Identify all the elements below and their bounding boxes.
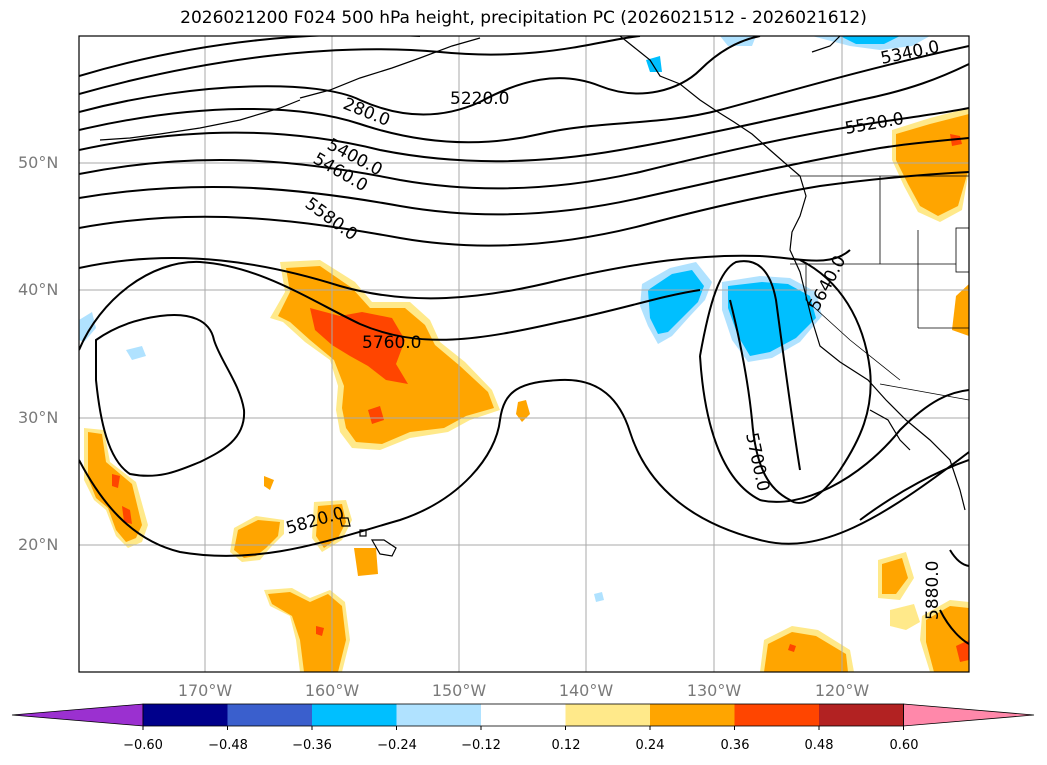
lon-label-170w: 170°W bbox=[177, 681, 233, 700]
colorbar-segment bbox=[565, 704, 651, 726]
colorbar-tick-label: 0.12 bbox=[551, 738, 581, 753]
contour-label: 5760.0 bbox=[362, 333, 421, 353]
contour-label: 5700.0 bbox=[741, 431, 773, 493]
lon-label-160w: 160°W bbox=[304, 681, 360, 700]
colorbar-segment bbox=[143, 704, 228, 726]
colorbar-segment bbox=[312, 704, 397, 726]
colorbar-extend-max bbox=[903, 703, 1035, 727]
colorbar-tick-label: −0.60 bbox=[123, 738, 163, 753]
colorbar-segment bbox=[396, 704, 482, 726]
contour-label: 5220.0 bbox=[450, 89, 509, 109]
colorbar-tick-label: −0.24 bbox=[377, 738, 417, 753]
lon-label-130w: 130°W bbox=[686, 681, 742, 700]
colorbar-segment bbox=[650, 704, 735, 726]
colorbar-tick-label: −0.48 bbox=[208, 738, 248, 753]
precip-negative-shading bbox=[79, 36, 930, 602]
precip-positive-shading bbox=[84, 108, 969, 672]
colorbar-segment bbox=[819, 704, 904, 726]
contour-label: 5880.0 bbox=[923, 561, 943, 620]
contour-label: 5640.0 bbox=[805, 252, 851, 314]
colorbar-tick-label: −0.12 bbox=[461, 738, 501, 753]
lat-label-20n: 20°N bbox=[18, 535, 59, 554]
colorbar-tick-label: 0.36 bbox=[720, 738, 750, 753]
colorbar-tick-label: 0.48 bbox=[804, 738, 834, 753]
graticule bbox=[79, 36, 969, 672]
colorbar-tick-label: 0.24 bbox=[635, 738, 665, 753]
colorbar-tick-label: 0.60 bbox=[889, 738, 919, 753]
contour-label: 5580.0 bbox=[301, 194, 361, 245]
lat-label-50n: 50°N bbox=[18, 153, 59, 172]
lon-label-120w: 120°W bbox=[814, 681, 870, 700]
colorbar-segment bbox=[734, 704, 820, 726]
colorbar-extend-min bbox=[11, 703, 144, 727]
lat-label-30n: 30°N bbox=[18, 408, 59, 427]
colorbar-segment bbox=[481, 704, 566, 726]
height-contours bbox=[79, 36, 969, 645]
lon-label-140w: 140°W bbox=[558, 681, 614, 700]
lat-label-40n: 40°N bbox=[18, 280, 59, 299]
colorbar-tick-label: −0.36 bbox=[292, 738, 332, 753]
colorbar bbox=[11, 703, 1035, 730]
lon-label-150w: 150°W bbox=[431, 681, 487, 700]
map-title: 2026021200 F024 500 hPa height, precipit… bbox=[180, 8, 867, 28]
colorbar-segment bbox=[227, 704, 313, 726]
map-frame bbox=[78, 35, 970, 673]
colorbar-outline bbox=[142, 703, 904, 727]
state-borders bbox=[790, 175, 969, 401]
